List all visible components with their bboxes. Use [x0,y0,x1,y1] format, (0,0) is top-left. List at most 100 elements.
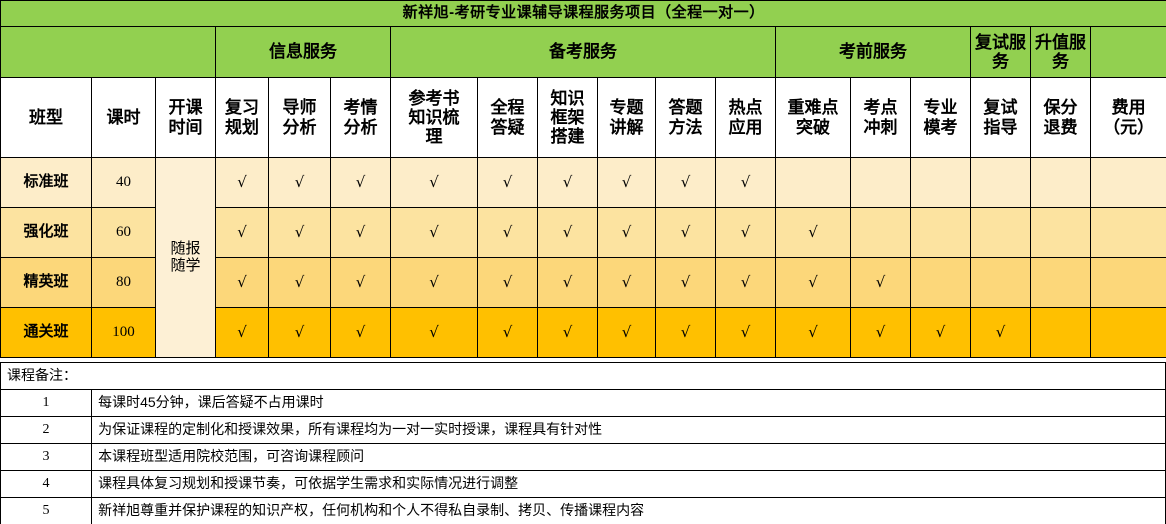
group-header-2: 备考服务 [390,26,776,78]
column-header-14: 专业 模考 [910,77,971,158]
column-header-8: 知识 框架 搭建 [537,77,598,158]
checkmark-icon: √ [237,173,247,192]
table-row: 通关班 100 √ √ √ √ √ √ √ √ √ √ √ √ √ [0,307,1166,358]
checkmark-icon: √ [562,223,573,242]
note-row: 4 课程具体复习规划和授课节奏，可依据学生需求和实际情况进行调整 [0,470,1166,498]
check-cell-off [1030,157,1091,208]
checkmark-icon: √ [808,273,818,292]
check-cell-on: √ [330,307,391,358]
note-text: 本课程班型适用院校范围，可咨询课程顾问 [91,443,1166,471]
check-cell-on: √ [850,257,911,308]
check-cell-on: √ [477,157,538,208]
checkmark-icon: √ [935,323,946,342]
row-hours: 60 [91,207,156,258]
checkmark-icon: √ [562,323,573,342]
check-cell-on: √ [715,157,776,208]
checkmark-icon: √ [621,273,632,292]
check-cell-on: √ [910,307,971,358]
row-fee [1089,207,1166,258]
note-index: 1 [0,389,93,417]
checkmark-icon: √ [621,223,632,242]
notes-heading-row: 课程备注： [0,362,1166,390]
column-header-5: 考情 分析 [330,77,391,158]
check-cell-on: √ [597,207,656,258]
checkmark-icon: √ [429,323,439,342]
checkmark-icon: √ [237,323,247,342]
checkmark-icon: √ [621,323,632,342]
check-cell-on: √ [597,307,656,358]
note-index: 3 [0,443,93,471]
table-title-row: 新祥旭-考研专业课辅导课程服务项目（全程一对一） [0,0,1166,27]
checkmark-icon: √ [502,173,513,192]
table-row: 强化班 60 √ √ √ √ √ √ √ √ √ √ [0,207,1166,258]
check-cell-on: √ [390,207,478,258]
check-cell-off [1030,307,1091,358]
check-cell-on: √ [775,207,851,258]
table-row: 标准班 40 随报 随学 √ √ √ √ √ √ √ √ √ [0,157,1166,358]
column-header-9: 专题 讲解 [597,77,656,158]
notes-heading-filler [91,362,1166,390]
checkmark-icon: √ [808,223,818,242]
column-header-0: 班型 [0,77,92,158]
checkmark-icon: √ [502,273,513,292]
course-matrix-table: 新祥旭-考研专业课辅导课程服务项目（全程一对一） 信息服务 备考服务 考前服务 复试服… [0,0,1166,358]
column-header-3: 复习 规划 [215,77,269,158]
check-cell-on: √ [775,307,851,358]
note-index: 2 [0,416,93,444]
checkmark-icon: √ [875,323,886,342]
check-cell-off [910,207,971,258]
check-cell-on: √ [215,307,269,358]
row-hours: 40 [91,157,156,208]
check-cell-on: √ [477,257,538,308]
note-row: 3 本课程班型适用院校范围，可咨询课程顾问 [0,443,1166,471]
group-header-row: 信息服务 备考服务 考前服务 复试服务 升值服务 [0,26,1166,78]
checkmark-icon: √ [621,173,632,192]
checkmark-icon: √ [355,173,366,192]
check-cell-off [910,257,971,308]
check-cell-on: √ [215,157,269,208]
checkmark-icon: √ [237,223,247,242]
check-cell-on: √ [655,207,716,258]
column-header-2: 开课 时间 [155,77,216,158]
check-cell-on: √ [268,157,331,208]
check-cell-on: √ [330,207,391,258]
check-cell-on: √ [215,207,269,258]
check-cell-on: √ [537,207,598,258]
column-header-row: 班型 课时 开课 时间 复习 规划 导师 分析 考情 分析 参考书 知识梳理全程 答疑 知识 框架 搭建 专题讲… [0,77,1166,158]
start-time-cell: 随报 随学 [155,157,216,358]
checkmark-icon: √ [740,173,751,192]
check-cell-on: √ [715,207,776,258]
column-header-1: 课时 [91,77,156,158]
check-cell-off [910,157,971,208]
checkmark-icon: √ [740,223,751,242]
check-cell-off [850,157,911,208]
checkmark-icon: √ [740,323,751,342]
group-header-4: 复试服务 [970,26,1031,78]
check-cell-off [1030,207,1091,258]
check-cell-on: √ [775,257,851,308]
check-cell-off [970,157,1031,208]
checkmark-icon: √ [429,273,439,292]
group-header-spacer-0 [0,26,216,78]
check-cell-on: √ [390,157,478,208]
column-header-7: 全程 答疑 [477,77,538,158]
notes-heading: 课程备注： [0,362,92,390]
check-cell-on: √ [715,257,776,308]
note-text: 新祥旭尊重并保护课程的知识产权，任何机构和个人不得私自录制、拷贝、传播课程内容 [91,497,1166,524]
group-header-1: 信息服务 [215,26,391,78]
column-header-17: 费用 （元） [1089,77,1166,158]
checkmark-icon: √ [680,173,691,192]
check-cell-on: √ [537,257,598,308]
row-class-name: 精英班 [0,257,92,308]
row-hours: 80 [91,257,156,308]
note-index: 5 [0,497,93,524]
check-cell-on: √ [477,307,538,358]
check-cell-on: √ [597,257,656,308]
check-cell-on: √ [655,157,716,208]
note-index: 4 [0,470,93,498]
column-header-12: 重难点 突破 [775,77,851,158]
checkmark-icon: √ [562,173,573,192]
checkmark-icon: √ [808,323,818,342]
checkmark-icon: √ [502,323,513,342]
